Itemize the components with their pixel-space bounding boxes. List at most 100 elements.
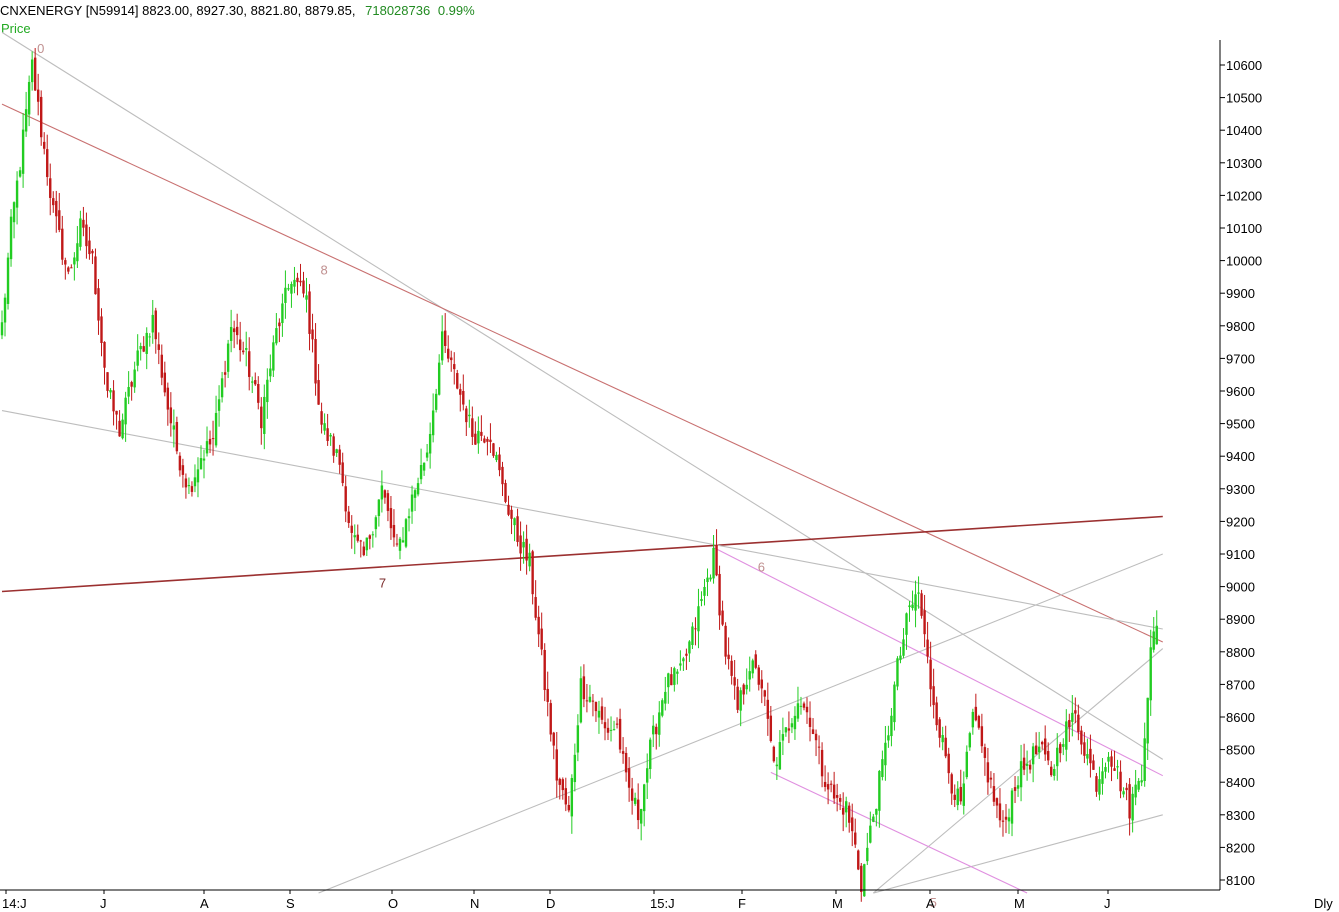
candle xyxy=(1110,750,1113,782)
candle-body xyxy=(1077,714,1080,733)
candle xyxy=(766,682,770,736)
candle-body xyxy=(0,322,4,336)
candle-body xyxy=(956,788,959,806)
candle-body xyxy=(202,458,206,461)
candle xyxy=(365,537,369,556)
candle xyxy=(896,656,899,691)
candle-body xyxy=(820,749,824,777)
wave-label-5: 5 xyxy=(930,895,937,910)
candle-body xyxy=(582,676,586,700)
y-tick-label: 10300 xyxy=(1226,156,1262,171)
candle xyxy=(953,784,956,808)
candle xyxy=(866,832,869,866)
candle-body xyxy=(166,387,170,410)
candle-body xyxy=(205,441,209,454)
candle-body xyxy=(667,673,670,688)
candle-body xyxy=(1146,697,1149,744)
trendline-grey-fan-2 xyxy=(873,814,1163,894)
candle xyxy=(760,670,763,704)
candle-body xyxy=(49,178,52,198)
candle xyxy=(184,473,188,499)
candle-body xyxy=(860,865,863,892)
candle xyxy=(284,270,287,319)
candle xyxy=(727,637,730,670)
trendline-dark-red-up xyxy=(1,515,1163,593)
y-tick-label: 10000 xyxy=(1226,254,1262,269)
candle xyxy=(1053,764,1056,781)
candle xyxy=(1043,725,1047,761)
candle xyxy=(691,622,694,650)
candle-body xyxy=(841,807,845,815)
candle-body xyxy=(1089,748,1092,764)
candle xyxy=(52,191,55,213)
candle-body xyxy=(848,805,851,823)
candle-body xyxy=(416,483,420,495)
candle-body xyxy=(555,749,558,781)
candle xyxy=(305,277,308,313)
candle-body xyxy=(407,516,411,519)
candle-body xyxy=(655,726,658,735)
candle xyxy=(157,332,160,365)
candle-body xyxy=(106,372,109,391)
candle xyxy=(851,803,854,847)
y-tick-label: 8300 xyxy=(1226,808,1255,823)
candle xyxy=(33,48,37,92)
volume-value: 718028736 xyxy=(365,3,431,18)
candle xyxy=(410,485,414,524)
candle-body xyxy=(148,336,151,338)
candle-body xyxy=(664,691,667,704)
trendline-pink-upper xyxy=(713,546,1164,777)
candle xyxy=(359,539,362,558)
candle xyxy=(82,206,85,237)
candle xyxy=(278,318,281,343)
candle xyxy=(1001,810,1005,837)
candle-body xyxy=(332,436,335,456)
candle xyxy=(745,668,748,695)
candle-body xyxy=(1025,763,1029,766)
candle-body xyxy=(115,410,118,415)
candle xyxy=(64,257,67,280)
candle xyxy=(971,708,975,735)
candle-body xyxy=(251,381,254,383)
candle-body xyxy=(1068,720,1071,728)
candle-body xyxy=(519,535,522,554)
candle xyxy=(1146,697,1149,760)
candle-body xyxy=(851,817,854,832)
candle xyxy=(43,132,46,155)
candle-body xyxy=(863,864,866,897)
candle-body xyxy=(715,544,718,576)
x-tick-label: M xyxy=(1014,896,1025,911)
candle-body xyxy=(944,737,947,757)
candle-body xyxy=(603,722,607,729)
candle xyxy=(30,51,34,91)
candle xyxy=(1050,761,1053,777)
candle xyxy=(579,666,583,724)
candle-body xyxy=(504,482,507,502)
candle xyxy=(820,742,824,788)
candle-body xyxy=(525,538,528,561)
candle-body xyxy=(739,690,742,711)
candle xyxy=(697,588,700,649)
candle xyxy=(314,323,317,396)
candle-body xyxy=(1137,780,1140,790)
candle xyxy=(968,731,972,751)
trendline-grey-mid xyxy=(1,410,1163,630)
candle xyxy=(742,683,745,705)
candle xyxy=(1125,782,1128,801)
candle xyxy=(36,73,40,116)
y-tick-label: 9100 xyxy=(1226,547,1255,562)
candle xyxy=(1077,704,1080,741)
candle-body xyxy=(434,393,438,410)
candle xyxy=(85,212,88,259)
y-tick-label: 9600 xyxy=(1226,384,1255,399)
candle xyxy=(425,443,429,462)
candle-body xyxy=(691,626,694,646)
x-tick-label: N xyxy=(470,896,479,911)
candle xyxy=(453,352,456,385)
candle-body xyxy=(308,291,311,334)
candle xyxy=(498,447,501,477)
candle xyxy=(229,309,233,353)
candle-body xyxy=(1092,760,1095,770)
candle xyxy=(235,313,239,345)
candle xyxy=(136,334,139,372)
